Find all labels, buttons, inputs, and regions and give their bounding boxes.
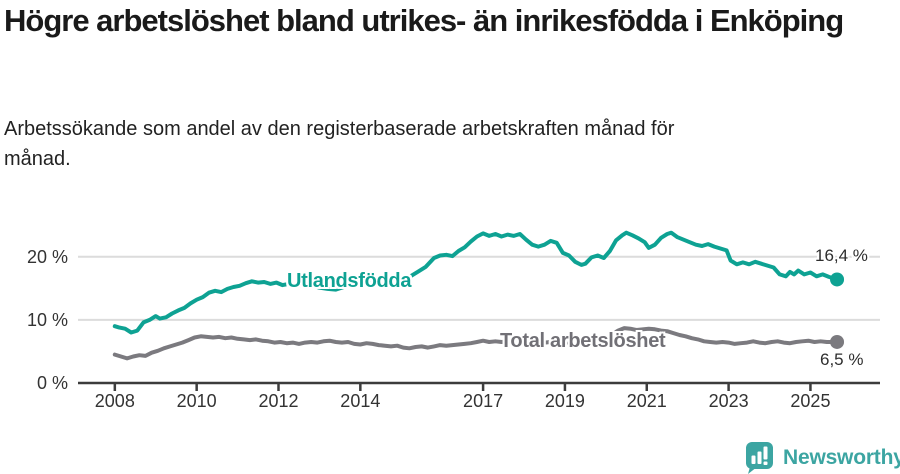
series-label-total-arbetsloshet: Total arbetslöshet <box>500 330 666 352</box>
x-tick-label: 2008 <box>94 391 135 411</box>
x-tick-label: 2012 <box>258 391 299 411</box>
x-tick-label: 2019 <box>544 391 585 411</box>
x-tick-label: 2014 <box>340 391 381 411</box>
y-tick-label: 10 % <box>26 309 68 330</box>
y-tick-label: 20 % <box>26 246 68 267</box>
x-tick-label: 2021 <box>626 391 667 411</box>
series-end-dot-0 <box>830 272 845 287</box>
x-tick-label: 2025 <box>790 391 831 411</box>
series-label-utlandsfodda: Utlandsfödda <box>287 270 412 292</box>
series-end-dot-1 <box>830 334 845 349</box>
page-title: Högre arbetslöshet bland utrikes- än inr… <box>4 3 844 38</box>
y-tick-label: 0 % <box>36 373 68 393</box>
x-tick-label: 2023 <box>708 391 749 411</box>
end-value-total-arbetsloshet: 6,5 % <box>820 350 864 369</box>
x-tick-label: 2010 <box>176 391 217 411</box>
newsworthy-logo: Newsworthy <box>745 441 900 474</box>
bar-chart-speech-bubble-icon <box>746 442 773 474</box>
x-tick-label: 2017 <box>463 391 504 411</box>
chart-subtitle: Arbetssökande som andel av den registerb… <box>4 118 675 170</box>
brand-name: Newsworthy <box>783 445 900 469</box>
series-line-0 <box>112 230 839 335</box>
end-value-utlandsfodda: 16,4 % <box>815 246 868 265</box>
series-line-1 <box>112 326 839 361</box>
